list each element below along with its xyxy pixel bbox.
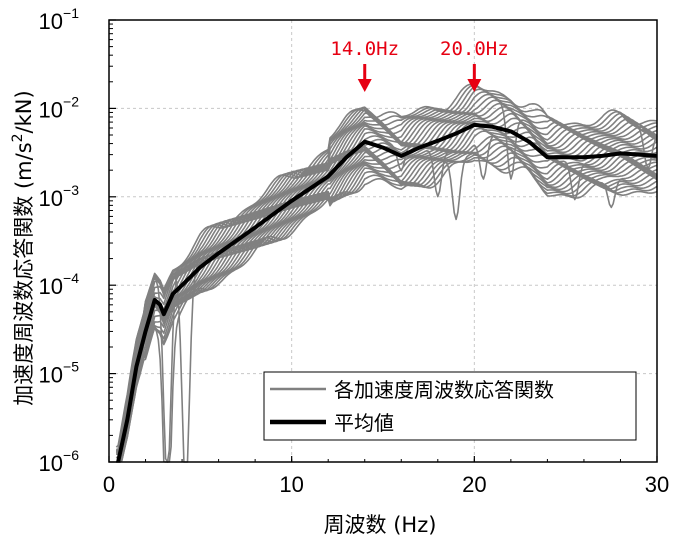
y-tick-label: 10−5	[39, 359, 80, 388]
x-tick-label: 10	[279, 472, 303, 497]
legend-label-mean: 平均値	[334, 411, 394, 435]
mean-line	[116, 122, 658, 463]
y-tick-label: 10−3	[39, 182, 80, 211]
plot-frame	[108, 19, 658, 463]
peak-annotations: 14.0Hz 20.0Hz	[330, 38, 509, 92]
legend-box	[263, 371, 637, 441]
peak-annotation-label: 14.0Hz	[330, 38, 399, 60]
mean-curve	[116, 122, 658, 463]
individual-frf-line	[115, 83, 658, 463]
individual-frf-line	[115, 112, 658, 455]
legend: 各加速度周波数応答関数 平均値	[263, 371, 637, 441]
individual-frf-line	[116, 148, 658, 463]
y-tick-label: 10−4	[39, 270, 80, 299]
peak-arrow-head	[357, 79, 372, 92]
individual-frf-line	[116, 154, 658, 463]
individual-frf-line	[116, 152, 658, 463]
x-axis-ticks: 0 10 20 30	[103, 456, 669, 497]
individual-frf-line	[115, 83, 658, 448]
y-axis-label: 加速度周波数応答関数 (m/s2/kN)	[10, 90, 36, 405]
y-axis-ticks: 10−6 10−5 10−4 10−3 10−2 10−1	[39, 5, 116, 476]
individual-frf-line	[116, 85, 658, 453]
legend-label-individual: 各加速度周波数応答関数	[334, 378, 554, 402]
peak-annotation-label: 20.0Hz	[440, 38, 509, 60]
y-tick-label: 10−6	[39, 447, 80, 476]
peak-arrow-head	[467, 79, 482, 92]
x-tick-label: 20	[462, 472, 486, 497]
x-tick-label: 30	[645, 472, 669, 497]
x-axis-label: 周波数 (Hz)	[324, 513, 437, 537]
individual-frf-line	[115, 109, 658, 463]
y-tick-label: 10−1	[39, 5, 80, 34]
y-tick-label: 10−2	[39, 93, 80, 122]
x-tick-label: 0	[103, 472, 115, 497]
